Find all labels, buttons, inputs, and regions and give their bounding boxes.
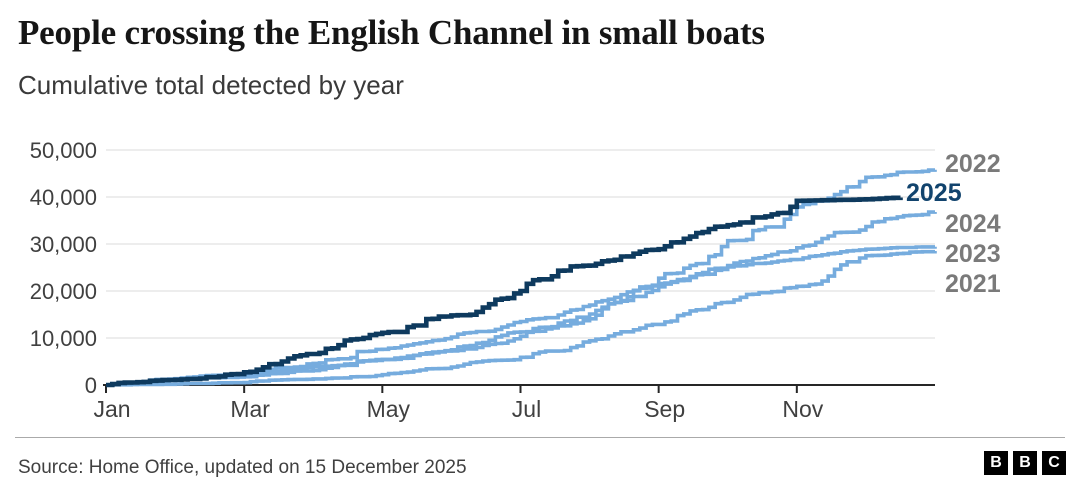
series-line-2022 [106,168,937,387]
y-tick-label: 50,000 [30,138,97,163]
y-tick-label: 40,000 [30,185,97,210]
series-label-2022: 2022 [945,150,1001,178]
x-tick-label: Mar [230,396,270,422]
source-note: Source: Home Office, updated on 15 Decem… [18,457,467,478]
bbc-logo-letter: B [1013,451,1037,475]
y-tick-label: 10,000 [30,326,97,351]
series-line-2021 [106,249,937,387]
bbc-logo-letter: B [984,451,1008,475]
series-line-2024 [106,210,937,387]
x-tick-label: Jul [512,396,541,422]
x-tick-label: Jan [93,396,130,422]
footer-divider [15,437,1065,438]
y-tick-label: 20,000 [30,279,97,304]
chart-title: People crossing the English Channel in s… [18,13,765,52]
series-label-2024: 2024 [945,210,1001,238]
x-tick-label: Sep [644,396,685,422]
series-line-2025 [106,195,903,388]
series-label-2025: 2025 [906,179,962,207]
x-tick-label: Nov [782,396,823,422]
y-tick-label: 30,000 [30,232,97,257]
x-tick-label: May [367,396,411,422]
chart-subtitle: Cumulative total detected by year [18,70,404,100]
y-tick-label: 0 [85,373,97,398]
series-label-2021: 2021 [945,270,1001,298]
bbc-logo: B B C [984,451,1066,475]
bbc-logo-letter: C [1042,451,1066,475]
series-line-2023 [106,245,937,387]
series-label-2023: 2023 [945,240,1001,268]
